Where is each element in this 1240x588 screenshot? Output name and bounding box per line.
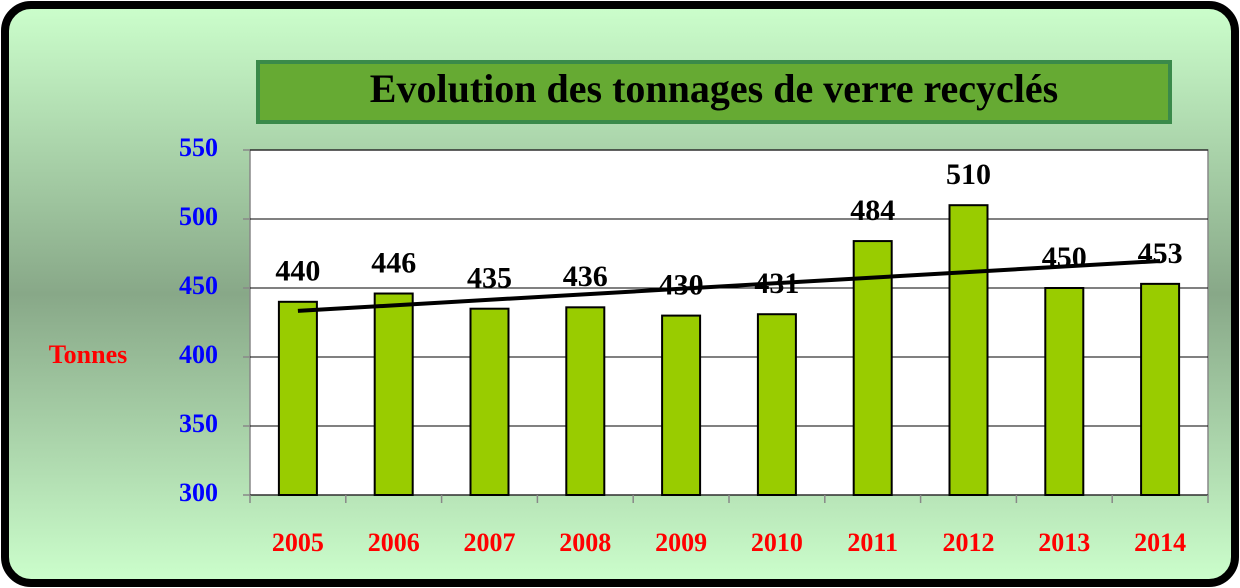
- x-tick-label: 2010: [751, 528, 803, 557]
- bar: [1044, 287, 1085, 496]
- trendline: [297, 258, 1161, 313]
- y-tick-label: 450: [179, 271, 218, 300]
- x-tick-label: 2009: [655, 528, 707, 557]
- x-tick-label: 2014: [1134, 528, 1186, 557]
- x-tick-label: 2012: [943, 528, 995, 557]
- value-label: 484: [850, 194, 895, 227]
- y-tick-label: 500: [179, 202, 218, 231]
- x-tick-label: 2007: [464, 528, 516, 557]
- bar: [661, 314, 702, 496]
- value-label: 440: [275, 255, 320, 288]
- title-box: [256, 60, 1172, 124]
- x-tick-label: 2005: [272, 528, 324, 557]
- y-tick-label: 400: [179, 340, 218, 369]
- x-tick-label: 2011: [847, 528, 898, 557]
- bar: [469, 307, 510, 497]
- value-label: 510: [946, 158, 991, 191]
- value-label: 436: [563, 260, 608, 293]
- x-tick-label: 2008: [559, 528, 611, 557]
- y-tick-label: 300: [179, 478, 218, 507]
- value-label: 430: [659, 268, 704, 301]
- x-tick-label: 2013: [1038, 528, 1090, 557]
- x-tick-label: 2006: [368, 528, 420, 557]
- value-label: 435: [467, 262, 512, 295]
- bar: [277, 300, 318, 496]
- bar: [565, 306, 606, 496]
- bar: [1140, 282, 1181, 496]
- bar: [756, 313, 797, 496]
- bar: [373, 292, 414, 496]
- value-label: 453: [1138, 237, 1183, 270]
- y-tick-label: 550: [179, 133, 218, 162]
- chart-title: Evolution des tonnages de verre recyclés: [370, 66, 1058, 111]
- bar: [852, 240, 893, 496]
- y-tick-label: 350: [179, 409, 218, 438]
- y-axis-label: Tonnes: [49, 340, 128, 369]
- bar: [948, 204, 989, 496]
- value-label: 446: [371, 246, 416, 279]
